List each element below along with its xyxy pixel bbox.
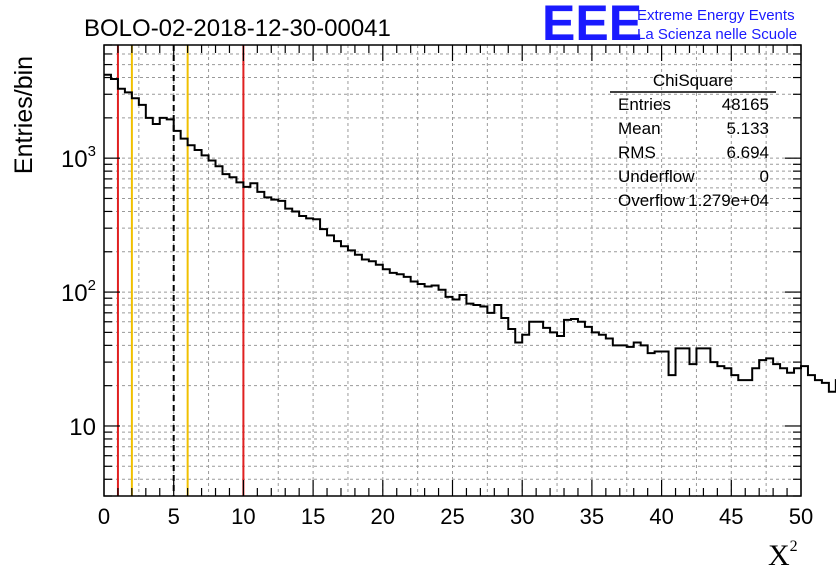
stats-title: ChiSquare — [653, 71, 733, 90]
histogram-series — [104, 73, 836, 393]
x-axis-label-superscript: 2 — [790, 538, 798, 555]
logo-mark: EEE — [542, 0, 642, 51]
stats-value: 5.133 — [726, 119, 769, 138]
tick-labels: 0 5 10 15 20 25 30 35 40 45 50 103 102 10 — [61, 143, 813, 529]
stats-value: 48165 — [722, 95, 769, 114]
stats-rows: Entries 48165 Mean 5.133 RMS 6.694 Underflow 0 O… — [618, 95, 769, 210]
y-tick-label: 102 — [61, 277, 96, 307]
x-tick-label: 45 — [719, 504, 743, 529]
plot-frame — [103, 44, 802, 497]
x-tick-label: 15 — [301, 504, 325, 529]
chart-title: BOLO-02-2018-12-30-00041 — [84, 15, 391, 42]
stats-label: RMS — [618, 143, 656, 162]
x-axis-label-main: X — [768, 539, 790, 572]
logo-line-1: Extreme Energy Events — [637, 7, 795, 24]
stats-value: 1.279e+04 — [688, 191, 769, 210]
y-tick-label: 10 — [69, 414, 96, 441]
x-tick-label: 40 — [649, 504, 673, 529]
stats-label: Underflow — [618, 167, 695, 186]
x-tick-label: 20 — [371, 504, 395, 529]
stats-label: Mean — [618, 119, 661, 138]
x-tick-label: 30 — [510, 504, 534, 529]
stats-value: 6.694 — [726, 143, 769, 162]
x-tick-label: 0 — [98, 504, 110, 529]
x-tick-label: 5 — [168, 504, 180, 529]
x-tick-label: 25 — [440, 504, 464, 529]
logo-line-2: La Scienza nelle Scuole — [637, 26, 797, 43]
x-tick-label: 10 — [231, 504, 255, 529]
stats-box: ChiSquare Entries 48165 Mean 5.133 RMS 6.694 U… — [610, 71, 776, 210]
y-axis-label: Entries/bin — [10, 56, 38, 174]
stats-value: 0 — [760, 167, 769, 186]
stats-label: Overflow — [618, 191, 686, 210]
x-tick-label: 35 — [580, 504, 604, 529]
eee-logo: EEE Extreme Energy Events La Scienza nel… — [542, 0, 797, 51]
x-axis-label: X2 — [768, 538, 798, 572]
stats-label: Entries — [618, 95, 671, 114]
y-tick-label: 103 — [61, 143, 96, 173]
x-tick-label: 50 — [789, 504, 813, 529]
